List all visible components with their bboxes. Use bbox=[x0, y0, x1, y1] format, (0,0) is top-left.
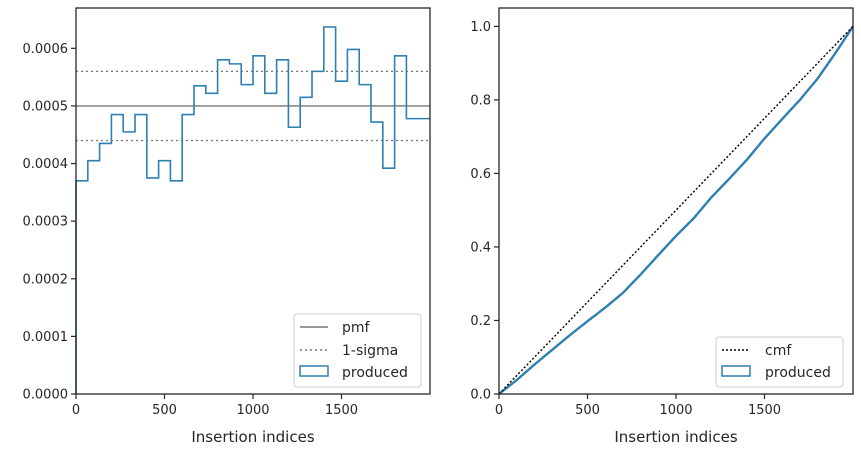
left-y-tick-label: 0.0001 bbox=[23, 330, 69, 345]
right-x-tick-label: 1500 bbox=[748, 403, 781, 418]
legend-produced-swatch bbox=[299, 365, 329, 377]
cmf-line bbox=[498, 25, 854, 395]
right-axes-frame bbox=[498, 7, 854, 395]
left-y-tick-label: 0.0005 bbox=[23, 99, 69, 114]
right-y-tick-label: 0.4 bbox=[470, 240, 491, 255]
right-x-axis-label: Insertion indices bbox=[614, 428, 737, 446]
right-y-tick-label: 0.0 bbox=[470, 388, 491, 403]
left-x-tick-label: 0 bbox=[72, 403, 80, 418]
right-y-tick-label: 1.0 bbox=[470, 20, 491, 35]
left-x-tick-label: 500 bbox=[152, 403, 177, 418]
left-y-tick-label: 0.0006 bbox=[23, 42, 69, 57]
legend-cmf-label: cmf bbox=[765, 343, 792, 359]
right-x-tick-label: 500 bbox=[575, 403, 600, 418]
left-x-tick-label: 1000 bbox=[236, 403, 269, 418]
left-legend: pmf 1-sigma produced bbox=[293, 313, 422, 388]
cumulative-plot: 0 500 1000 1500 0.0 0.2 0.4 0.6 0.8 1.0 Insertion… bbox=[470, 7, 855, 446]
legend-produced-label: produced bbox=[342, 365, 408, 381]
legend-sigma-label: 1-sigma bbox=[342, 343, 398, 359]
left-x-axis-label: Insertion indices bbox=[191, 428, 314, 446]
right-y-tick-label: 0.2 bbox=[470, 314, 491, 329]
left-y-tick-label: 0.0002 bbox=[23, 272, 69, 287]
right-y-tick-label: 0.6 bbox=[470, 167, 491, 182]
left-x-tick-label: 1500 bbox=[325, 403, 358, 418]
left-y-tick-label: 0.0004 bbox=[23, 157, 69, 172]
legend-produced-label-right: produced bbox=[765, 365, 831, 381]
left-legend-box bbox=[293, 313, 422, 388]
right-y-tick-label: 0.8 bbox=[470, 93, 491, 108]
right-x-tick-label: 1000 bbox=[659, 403, 692, 418]
produced-step-histogram bbox=[75, 26, 430, 394]
left-y-tick-label: 0.0000 bbox=[23, 388, 69, 403]
legend-produced-swatch-right bbox=[721, 365, 751, 377]
produced-cumulative-line bbox=[498, 25, 855, 395]
right-legend: cmf produced bbox=[715, 336, 844, 388]
legend-pmf-label: pmf bbox=[342, 320, 371, 336]
left-y-tick-label: 0.0003 bbox=[23, 215, 69, 230]
histogram-plot: 0 500 1000 1500 0.0000 0.0001 0.0002 0.0003 0.00… bbox=[23, 7, 431, 446]
right-x-tick-label: 0 bbox=[495, 403, 503, 418]
